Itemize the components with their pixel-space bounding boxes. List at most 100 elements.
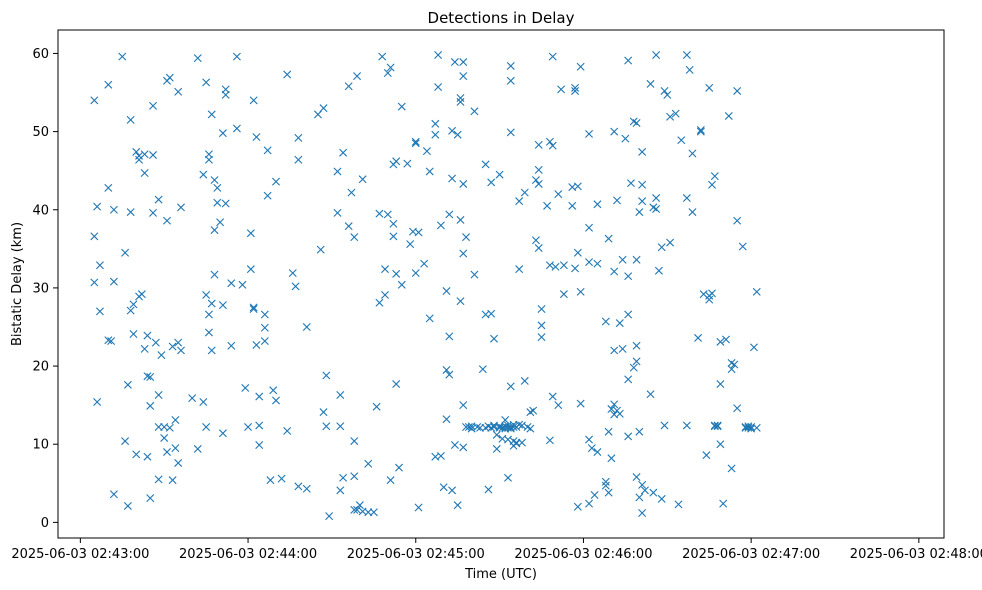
y-tick-label: 60 — [32, 47, 49, 62]
data-point — [154, 195, 163, 204]
data-point — [476, 423, 485, 432]
data-point — [705, 295, 714, 304]
data-point — [174, 338, 183, 347]
data-point — [420, 259, 429, 268]
data-point — [629, 363, 638, 372]
data-point — [601, 477, 610, 486]
data-point — [554, 401, 563, 410]
data-point — [738, 242, 747, 251]
data-point — [708, 180, 717, 189]
data-point — [392, 380, 401, 389]
y-tick-label: 0 — [41, 516, 49, 531]
data-point — [397, 280, 406, 289]
y-tick-label: 50 — [32, 125, 49, 140]
data-point — [123, 501, 132, 510]
data-point — [635, 208, 644, 217]
data-point — [174, 87, 183, 96]
data-point — [696, 127, 705, 136]
data-point — [487, 178, 496, 187]
data-point — [534, 140, 543, 149]
data-point — [492, 430, 501, 439]
data-point — [638, 480, 647, 489]
data-point — [571, 83, 580, 92]
data-point — [213, 198, 222, 207]
data-point — [545, 436, 554, 445]
data-point — [143, 331, 152, 340]
data-point — [249, 96, 258, 105]
data-point — [121, 437, 130, 446]
data-point — [593, 448, 602, 457]
x-tick-label: 2025-06-03 02:47:00 — [682, 547, 820, 562]
data-point — [193, 54, 202, 63]
data-point — [632, 119, 641, 127]
data-point — [752, 423, 761, 432]
data-point — [232, 124, 241, 133]
data-point — [733, 86, 742, 95]
data-point — [585, 223, 594, 232]
data-point — [652, 51, 661, 59]
data-point — [610, 346, 619, 355]
data-point — [93, 398, 102, 407]
data-point — [355, 501, 364, 510]
data-point — [95, 261, 104, 270]
data-point — [204, 310, 213, 319]
data-point — [448, 126, 457, 135]
data-point — [624, 432, 633, 441]
data-point — [733, 404, 742, 413]
data-point — [123, 380, 132, 389]
data-point — [694, 333, 703, 342]
data-point — [252, 340, 261, 349]
data-point — [151, 338, 160, 347]
data-point — [618, 255, 627, 264]
data-point — [601, 317, 610, 326]
data-point — [649, 488, 658, 497]
data-point — [336, 422, 345, 431]
data-point — [478, 365, 487, 374]
data-point — [210, 270, 219, 279]
data-point — [126, 306, 135, 315]
data-point — [381, 290, 389, 299]
data-point — [688, 208, 697, 217]
data-point — [204, 150, 213, 159]
data-point — [272, 177, 280, 186]
data-point — [126, 115, 135, 124]
data-point — [484, 485, 493, 494]
data-point — [537, 321, 546, 330]
data-point — [143, 372, 152, 381]
data-point — [302, 322, 311, 331]
data-point — [213, 183, 222, 192]
data-point — [713, 421, 722, 430]
data-point — [660, 421, 669, 430]
data-point — [531, 236, 540, 245]
data-point — [632, 473, 641, 482]
data-point — [506, 61, 515, 70]
data-point — [618, 344, 627, 353]
data-point — [554, 190, 563, 199]
data-point — [143, 452, 152, 461]
data-point — [140, 150, 149, 159]
data-point — [621, 134, 630, 143]
data-point — [252, 133, 261, 142]
data-point — [548, 52, 557, 61]
data-point — [543, 201, 552, 210]
data-point — [730, 360, 739, 369]
data-point — [157, 351, 166, 360]
data-point — [708, 289, 717, 298]
data-point — [439, 483, 448, 492]
data-point — [129, 330, 138, 339]
data-point — [632, 255, 641, 264]
data-point — [638, 147, 647, 156]
data-point — [336, 486, 345, 495]
data-point — [453, 501, 462, 510]
data-point — [688, 149, 697, 158]
x-tick-label: 2025-06-03 02:43:00 — [11, 547, 149, 562]
y-tick-label: 30 — [32, 281, 49, 296]
data-point — [470, 270, 479, 279]
data-point — [727, 464, 736, 473]
data-point — [666, 238, 675, 247]
data-point — [646, 390, 655, 399]
data-point — [624, 272, 633, 281]
data-point — [140, 169, 149, 178]
data-point — [677, 136, 686, 145]
data-point — [448, 486, 457, 495]
